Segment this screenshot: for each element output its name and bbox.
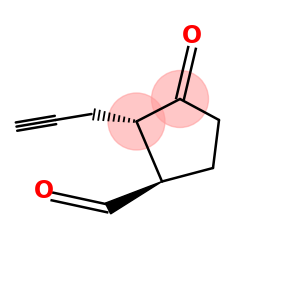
Circle shape: [108, 93, 165, 150]
Text: O: O: [182, 24, 202, 48]
Text: O: O: [33, 178, 54, 203]
Circle shape: [152, 70, 208, 128]
Polygon shape: [105, 182, 162, 214]
